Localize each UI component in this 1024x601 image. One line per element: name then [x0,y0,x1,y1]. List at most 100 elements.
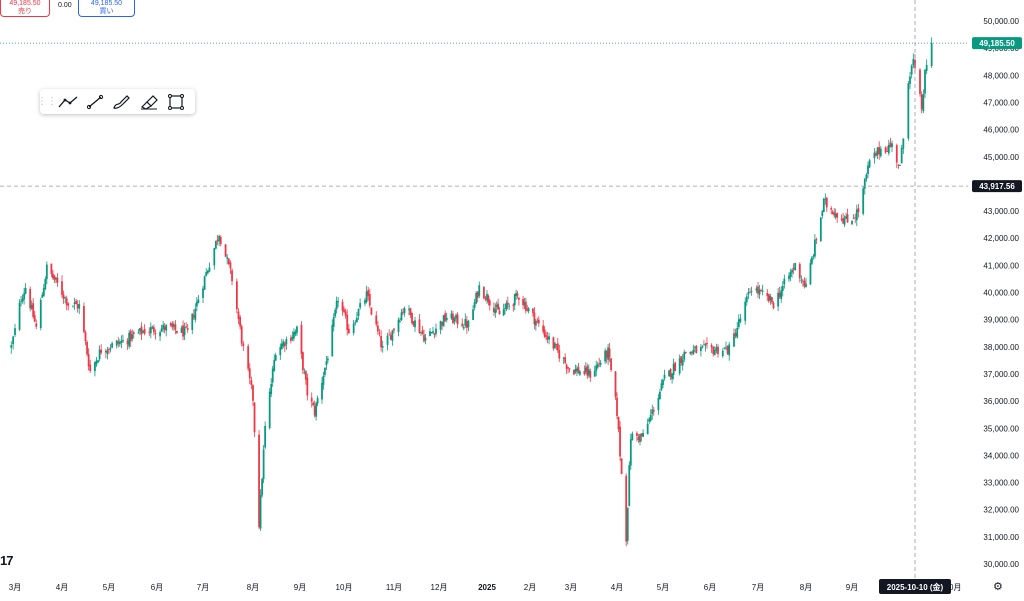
candle-body [589,371,592,378]
time-axis-tick: 2月 [524,583,536,592]
candle-body [671,373,673,380]
candle-body [176,330,178,333]
candle-body [208,267,211,272]
candle-body [122,340,124,342]
price-axis-tick: 48,000.00 [983,71,1019,80]
candle-body [814,239,816,257]
time-axis-tick: 6月 [704,583,716,592]
candle-body [403,308,406,314]
candle-body [527,308,530,312]
candle-body [380,335,382,348]
candle-body [922,94,925,112]
candle-body [75,300,77,305]
price-axis-tick: 30,000.00 [983,560,1019,569]
candle-body [657,397,660,411]
candle-body [400,312,403,320]
candle-body [290,337,292,341]
time-axis-tick: 10月 [945,583,962,592]
candle-body [55,277,57,280]
candle-body [32,303,35,317]
candle-body [409,308,412,315]
candle-body [912,59,915,66]
candle-body [67,303,70,306]
candle-body [65,298,68,306]
candle-body [798,263,801,279]
time-axis-tick: 4月 [56,583,68,592]
candle-body [433,333,436,335]
candle-body [461,323,464,327]
highlighter-tool-button[interactable] [135,89,162,114]
time-axis-tick: 5月 [103,583,115,592]
candle-body [564,357,567,363]
line-tool-button[interactable] [81,89,108,114]
candle-body [607,347,609,360]
drag-handle-icon[interactable]: ⋮⋮ [37,96,57,107]
candle-body [717,346,719,355]
candle-body [873,152,876,158]
candle-body [723,348,726,349]
candle-body [513,294,516,306]
brush-tool-button[interactable] [108,89,135,114]
candle-body [310,397,313,402]
candle-body [834,213,837,218]
candle-body [484,298,487,300]
candle-body [778,292,781,297]
candle-body [53,275,56,280]
candle-body [840,218,843,220]
crosshair-date-label: 2025-10-10 (金) [879,579,951,594]
sell-button[interactable]: 49,185.50 売り [0,0,50,17]
candle-body [733,333,735,347]
candle-body [506,302,509,305]
rectangle-tool-button[interactable] [162,89,189,114]
candle-body [899,165,901,166]
candle-body [206,270,209,274]
candle-body [203,276,206,290]
candle-body [640,433,643,437]
candle-body [669,369,672,377]
candle-body [143,328,146,334]
trend-line-tool-button[interactable] [54,89,81,114]
candle-body [131,334,134,339]
candle-body [681,359,684,366]
candle-body [811,257,813,264]
candle-body [44,279,47,290]
candle-body [488,300,491,306]
tradingview-logo-icon[interactable]: 17 [0,553,14,568]
buy-button[interactable]: 49,185.50 買い [78,0,135,17]
candle-body [414,320,416,328]
price-axis-tick: 47,000.00 [983,98,1019,107]
candle-body [248,368,251,379]
candle-body [739,318,742,322]
candle-body [296,326,298,333]
price-axis-tick: 40,000.00 [983,289,1019,298]
candle-series [10,37,933,547]
candle-body [444,313,447,321]
candle-body [819,217,822,242]
candle-body [61,281,63,295]
candle-body [703,344,705,346]
candle-body [239,317,241,327]
price-axis-tick: 33,000.00 [983,479,1019,488]
settings-gear-icon[interactable]: ⚙ [993,581,1003,593]
candle-body [646,424,649,435]
candle-body [352,323,355,333]
candle-body [357,309,360,317]
candle-body [250,380,253,385]
candle-body [213,248,216,266]
price-axis-tick: 32,000.00 [983,506,1019,515]
candle-body [332,317,335,327]
candle-body [884,147,887,153]
candle-body [14,328,16,336]
candle-body [76,304,79,309]
candle-body [788,275,790,280]
candle-body [341,301,344,311]
candle-body [182,325,184,337]
time-axis-tick: 7月 [197,583,209,592]
candle-body [304,371,307,380]
candle-body [154,333,157,335]
candle-body [445,317,448,321]
price-axis-tick: 50,000.00 [983,17,1019,26]
candle-body [326,358,329,361]
candle-body [376,325,379,332]
candle-body [464,318,467,326]
